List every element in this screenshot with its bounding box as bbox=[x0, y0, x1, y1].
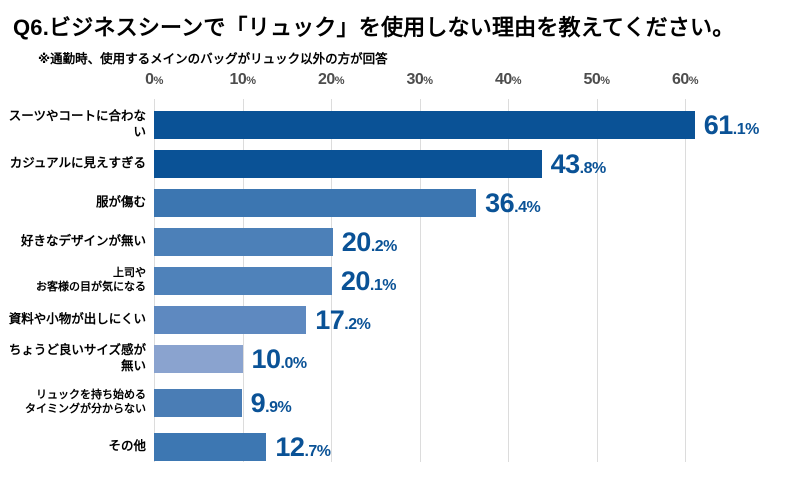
percent-sign: % bbox=[246, 75, 256, 87]
category-label: 上司や お客様の目が気になる bbox=[36, 267, 146, 293]
value-integer: 20 bbox=[341, 226, 372, 257]
axis-tick-label: 0% bbox=[119, 71, 189, 89]
value-label: 43.8% bbox=[550, 148, 607, 180]
value-label: 36.4% bbox=[485, 187, 541, 219]
value-fraction: .2% bbox=[344, 315, 371, 333]
value-label: 61.1% bbox=[703, 109, 760, 141]
category-label: 服が傷む bbox=[95, 195, 146, 210]
bar-row: 9.9% bbox=[154, 388, 292, 419]
value-fraction: .7% bbox=[304, 442, 331, 460]
value-fraction: .8% bbox=[579, 159, 607, 177]
axis-tick-label: 60% bbox=[650, 71, 720, 89]
value-integer: 9 bbox=[250, 387, 266, 418]
bar bbox=[154, 150, 542, 178]
category-label: その他 bbox=[108, 439, 146, 454]
value-fraction: .9% bbox=[265, 398, 292, 416]
percent-sign: % bbox=[688, 75, 699, 87]
category-label: スーツやコートに合わない bbox=[8, 109, 146, 139]
percent-sign: % bbox=[600, 75, 610, 87]
axis-tick-number: 60 bbox=[671, 71, 689, 88]
bar-row: 10.0% bbox=[154, 343, 308, 375]
value-integer: 20 bbox=[340, 265, 371, 296]
bar bbox=[154, 345, 243, 373]
value-fraction: .1% bbox=[732, 120, 760, 138]
percent-sign: % bbox=[153, 75, 164, 87]
axis-tick-label: 10% bbox=[208, 71, 278, 89]
axis-tick-label: 30% bbox=[385, 71, 455, 89]
axis-tick-label: 50% bbox=[562, 71, 632, 89]
value-integer: 17 bbox=[315, 304, 345, 335]
axis-tick-number: 10 bbox=[229, 71, 247, 88]
category-label: リュックを持ち始める タイミングが分からない bbox=[25, 389, 146, 415]
percent-sign: % bbox=[511, 75, 522, 87]
axis-tick-label: 40% bbox=[473, 71, 543, 89]
value-integer: 12 bbox=[275, 431, 305, 462]
value-fraction: .1% bbox=[369, 276, 397, 294]
bar bbox=[154, 389, 242, 417]
bar bbox=[154, 189, 477, 217]
value-label: 10.0% bbox=[251, 343, 308, 375]
axis-tick-label: 20% bbox=[296, 71, 366, 89]
gridline bbox=[508, 99, 509, 462]
bar-row: 20.1% bbox=[154, 265, 397, 297]
bar-row: 43.8% bbox=[154, 148, 607, 180]
value-fraction: .2% bbox=[370, 237, 398, 255]
chart-title: Q6.ビジネスシーンで「リュック」を使用しない理由を教えてください。 bbox=[13, 15, 735, 40]
value-fraction: .4% bbox=[514, 198, 541, 216]
axis-tick-number: 30 bbox=[406, 71, 424, 88]
gridline bbox=[685, 99, 686, 462]
axis-tick-number: 50 bbox=[583, 71, 601, 88]
bar-row: 20.2% bbox=[154, 226, 398, 258]
value-integer: 10 bbox=[251, 343, 282, 374]
axis-tick-number: 40 bbox=[494, 71, 512, 88]
gridline bbox=[419, 99, 421, 462]
category-label: 好きなデザインが無い bbox=[20, 234, 146, 249]
bar bbox=[154, 267, 332, 295]
category-label: ちょうど良いサイズ感が無い bbox=[8, 343, 146, 373]
bar bbox=[154, 306, 307, 334]
percent-sign: % bbox=[423, 75, 433, 87]
bar-row: 12.7% bbox=[154, 431, 331, 463]
chart-subtitle: ※通勤時、使用するメインのバッグがリュック以外の方が回答 bbox=[38, 52, 388, 66]
bar bbox=[154, 433, 267, 461]
category-label: 資料や小物が出しにくい bbox=[8, 312, 146, 327]
value-fraction: .0% bbox=[280, 354, 308, 372]
bar-row: 61.1% bbox=[154, 109, 760, 141]
value-integer: 36 bbox=[485, 187, 515, 218]
value-label: 17.2% bbox=[315, 304, 371, 336]
value-label: 12.7% bbox=[275, 431, 331, 463]
value-integer: 43 bbox=[550, 148, 581, 179]
bar bbox=[154, 111, 695, 139]
value-label: 20.1% bbox=[340, 265, 397, 297]
axis-tick-number: 20 bbox=[317, 71, 335, 88]
percent-sign: % bbox=[334, 75, 345, 87]
bar bbox=[154, 228, 333, 256]
value-integer: 61 bbox=[703, 109, 734, 140]
axis-tick-number: 0 bbox=[145, 71, 154, 88]
value-label: 9.9% bbox=[251, 388, 292, 419]
bar-row: 17.2% bbox=[154, 304, 371, 336]
bar-row: 36.4% bbox=[154, 187, 541, 219]
category-label: カジュアルに見えすぎる bbox=[9, 156, 146, 171]
gridline bbox=[596, 99, 598, 462]
value-label: 20.2% bbox=[341, 226, 398, 258]
